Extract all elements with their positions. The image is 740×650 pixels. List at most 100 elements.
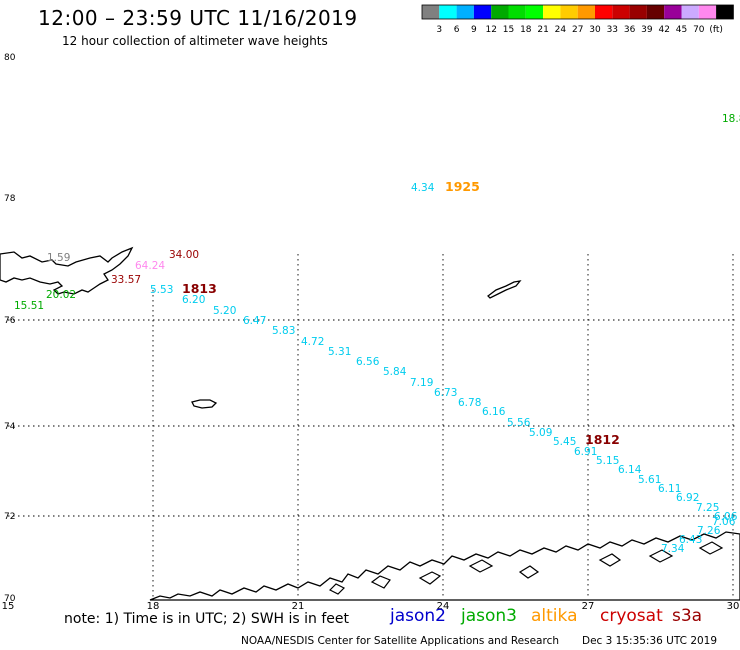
scale-label: 33 (607, 25, 618, 35)
wave-height-value: 6.14 (618, 464, 642, 476)
track-time-label: 1812 (585, 432, 620, 447)
scale-label: 70 (693, 25, 705, 35)
scale-swatch (698, 5, 717, 19)
scale-swatch (543, 5, 561, 19)
generated-timestamp: Dec 3 15:35:36 UTC 2019 (582, 635, 718, 647)
scale-swatch (629, 5, 647, 19)
wave-height-value: 5.61 (638, 474, 661, 486)
wave-height-value: 6.11 (658, 483, 681, 495)
scale-label: 42 (658, 25, 669, 35)
credit-line: NOAA/NESDIS Center for Satellite Applica… (241, 635, 559, 647)
scale-swatch (456, 5, 474, 19)
wave-height-value: 6.56 (356, 356, 380, 368)
scale-label: (ft) (709, 25, 723, 35)
wave-height-value: 6.16 (482, 406, 506, 418)
wave-height-value: 6.73 (434, 387, 457, 399)
scale-swatch (491, 5, 509, 19)
wave-height-value: 1.59 (47, 252, 70, 264)
wave-height-value: 7.25 (696, 502, 719, 514)
satellite-altika: altika (531, 606, 578, 626)
wave-height-value: 6.47 (243, 315, 266, 327)
wave-height-value: 5.09 (529, 427, 552, 439)
satellite-jason3: jason3 (461, 606, 517, 626)
track-time-label: 1813 (182, 281, 217, 296)
lat-label: 78 (4, 194, 16, 204)
scale-label: 45 (676, 25, 687, 35)
scale-label: 27 (572, 25, 583, 35)
hopen-island (487, 280, 522, 299)
bear-island (191, 399, 218, 409)
wave-height-value: 5.15 (596, 455, 619, 467)
scale-label: 36 (624, 25, 636, 35)
lat-label: 70 (4, 594, 16, 604)
track-time-labels: 1925 1813 1812 (182, 179, 620, 447)
color-scale-legend: 3 6 9 12 15 18 21 24 27 30 33 36 39 42 45 70 (ft) (421, 4, 734, 35)
scale-swatch (422, 5, 440, 19)
scale-label: 21 (537, 25, 548, 35)
coastline (0, 246, 740, 601)
track-time-label: 1925 (445, 179, 480, 194)
scale-swatch (473, 5, 492, 19)
lon-label: 15 (2, 601, 15, 612)
wave-height-value: 64.24 (135, 260, 165, 272)
wave-height-value: 4.34 (411, 182, 435, 194)
wave-height-value: 15.51 (14, 300, 44, 312)
scale-swatch (560, 5, 578, 19)
wave-height-value: 7.19 (410, 377, 433, 389)
satellite-jason2: jason2 (390, 606, 446, 626)
wave-height-value: 18.8 (722, 113, 740, 125)
wave-height-value: 6.78 (458, 397, 481, 409)
lon-label: 30 (727, 601, 740, 612)
scale-swatch (681, 5, 699, 19)
map-subtitle: 12 hour collection of altimeter wave hei… (62, 34, 328, 48)
wave-height-value: 6.20 (182, 294, 205, 306)
scale-label: 15 (503, 25, 514, 35)
scale-swatch (595, 5, 613, 19)
satellite-cryosat: cryosat (600, 606, 663, 626)
wave-height-value: 6.43 (679, 534, 702, 546)
wave-height-value: 33.57 (111, 274, 141, 286)
scale-swatch (646, 5, 665, 19)
scale-swatch (664, 5, 682, 19)
wave-height-value: 5.56 (507, 417, 531, 429)
wave-height-value: 4.72 (301, 336, 324, 348)
lat-label: 72 (4, 512, 15, 522)
lat-lon-grid (8, 254, 736, 598)
scale-swatch (577, 5, 595, 19)
wave-height-value: 34.00 (169, 249, 199, 261)
scale-label: 39 (641, 25, 653, 35)
scale-swatch (439, 5, 457, 19)
wave-height-value: 5.83 (272, 325, 295, 337)
norway-coast (149, 531, 740, 601)
satellite-s3a: s3a (672, 606, 703, 626)
scale-label: 30 (589, 25, 601, 35)
map-title: 12:00 – 23:59 UTC 11/16/2019 (38, 6, 358, 30)
scale-label: 3 (436, 25, 442, 35)
lon-label: 18 (147, 601, 160, 612)
wave-height-value: 6.91 (574, 446, 597, 458)
scale-label: 18 (520, 25, 532, 35)
wave-height-value: 20.02 (46, 289, 76, 301)
scale-label: 9 (471, 25, 477, 35)
scale-label: 6 (454, 25, 460, 35)
scale-swatch (508, 5, 526, 19)
wave-height-value: 7.06 (712, 516, 736, 528)
wave-height-value: 5.53 (150, 284, 173, 296)
wave-height-value: 5.31 (328, 346, 351, 358)
lat-label: 80 (4, 53, 16, 63)
lon-label: 24 (437, 601, 450, 612)
lat-label: 74 (4, 422, 16, 432)
wave-height-value: 6.06 (714, 511, 738, 523)
wave-height-value: 5.20 (213, 305, 236, 317)
lon-label: 21 (292, 601, 305, 612)
wave-height-value: 5.84 (383, 366, 407, 378)
scale-swatch (716, 5, 734, 19)
lat-label: 76 (4, 316, 16, 326)
scale-label: 12 (485, 25, 496, 35)
lon-label: 27 (582, 601, 595, 612)
scale-swatch (525, 5, 544, 19)
wave-height-value: 6.92 (676, 492, 699, 504)
